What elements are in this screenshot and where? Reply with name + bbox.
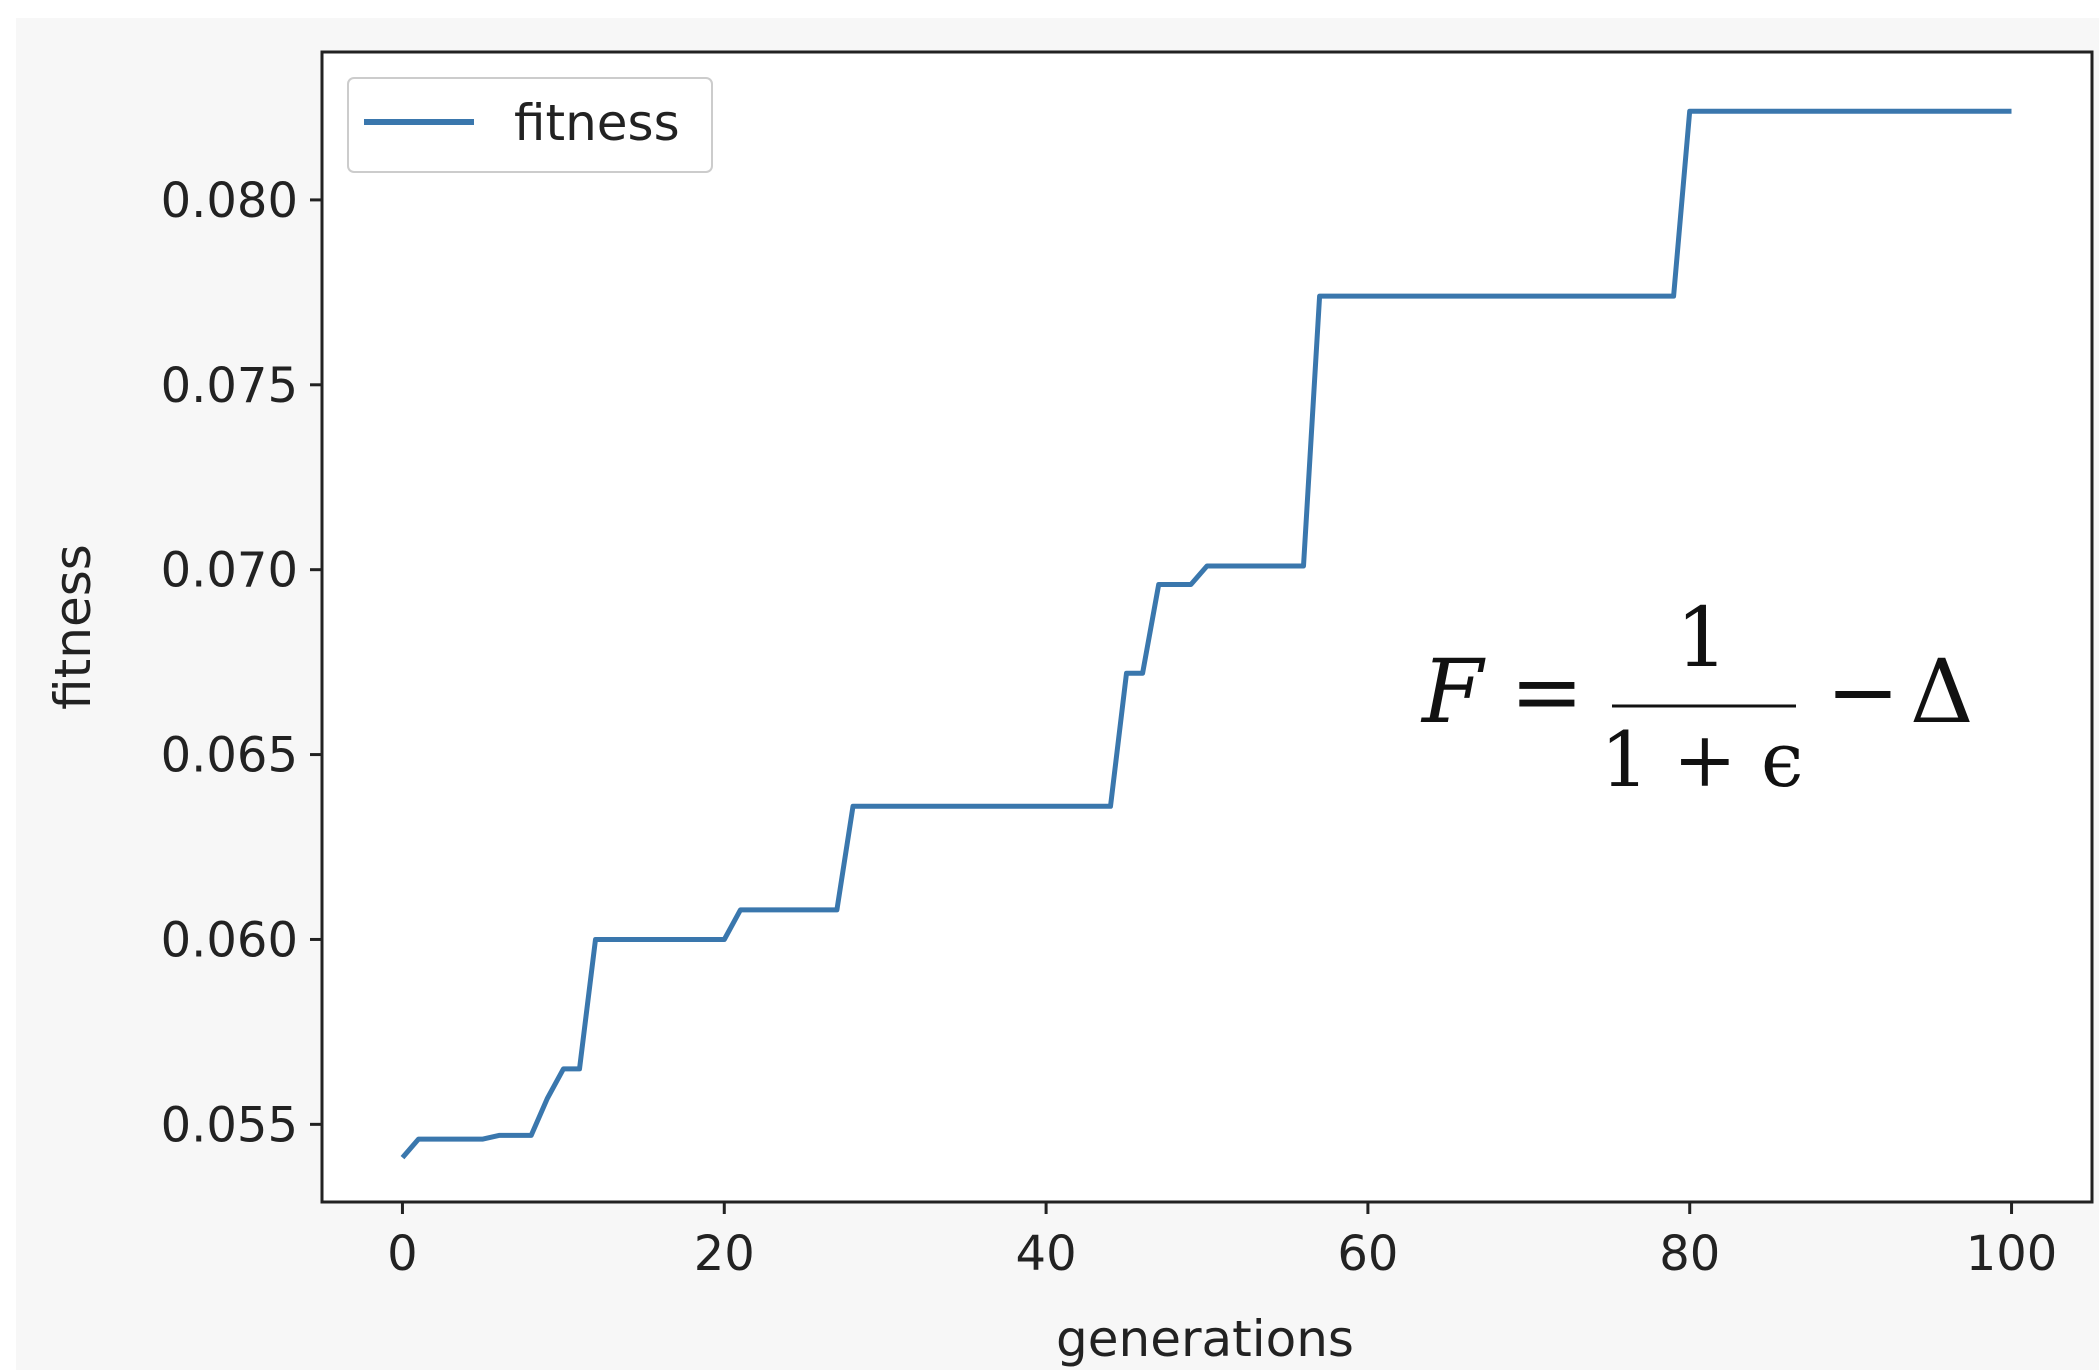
x-axis-label: generations	[1056, 1310, 1354, 1368]
legend-label: fitness	[514, 94, 680, 152]
plot-area	[320, 50, 2094, 1204]
y-tick-label: 0.060	[161, 912, 298, 968]
x-tick-label: 80	[1659, 1226, 1720, 1282]
x-tick-label: 0	[387, 1226, 418, 1282]
y-axis-label: fitness	[44, 544, 102, 710]
x-tick-label: 100	[1966, 1226, 2058, 1282]
x-tick-label: 60	[1337, 1226, 1398, 1282]
formula-delta: Δ	[1910, 640, 1974, 743]
y-tick-label: 0.070	[161, 543, 298, 599]
x-axis-ticks: 0 20 40 60 80 100	[387, 1202, 2057, 1282]
formula-numerator: 1	[1676, 591, 1728, 686]
y-tick-label: 0.075	[161, 358, 298, 414]
y-axis-ticks: 0.055 0.060 0.065 0.070 0.075 0.080	[161, 173, 322, 1153]
fitness-series-line	[400, 108, 2012, 1160]
x-tick-label: 40	[1016, 1226, 1077, 1282]
formula-minus: −	[1826, 640, 1900, 743]
x-tick-label: 20	[694, 1226, 755, 1282]
y-tick-label: 0.080	[161, 173, 298, 229]
y-tick-label: 0.055	[161, 1097, 298, 1153]
formula-denominator: 1 + ϵ	[1601, 715, 1804, 804]
legend: fitness	[347, 77, 713, 173]
legend-box	[347, 77, 713, 173]
formula-annotation: F = 1 1 + ϵ − Δ	[1420, 591, 1974, 804]
formula-lhs: F	[1420, 640, 1486, 743]
y-tick-label: 0.065	[161, 728, 298, 784]
formula-equals: =	[1510, 640, 1584, 743]
